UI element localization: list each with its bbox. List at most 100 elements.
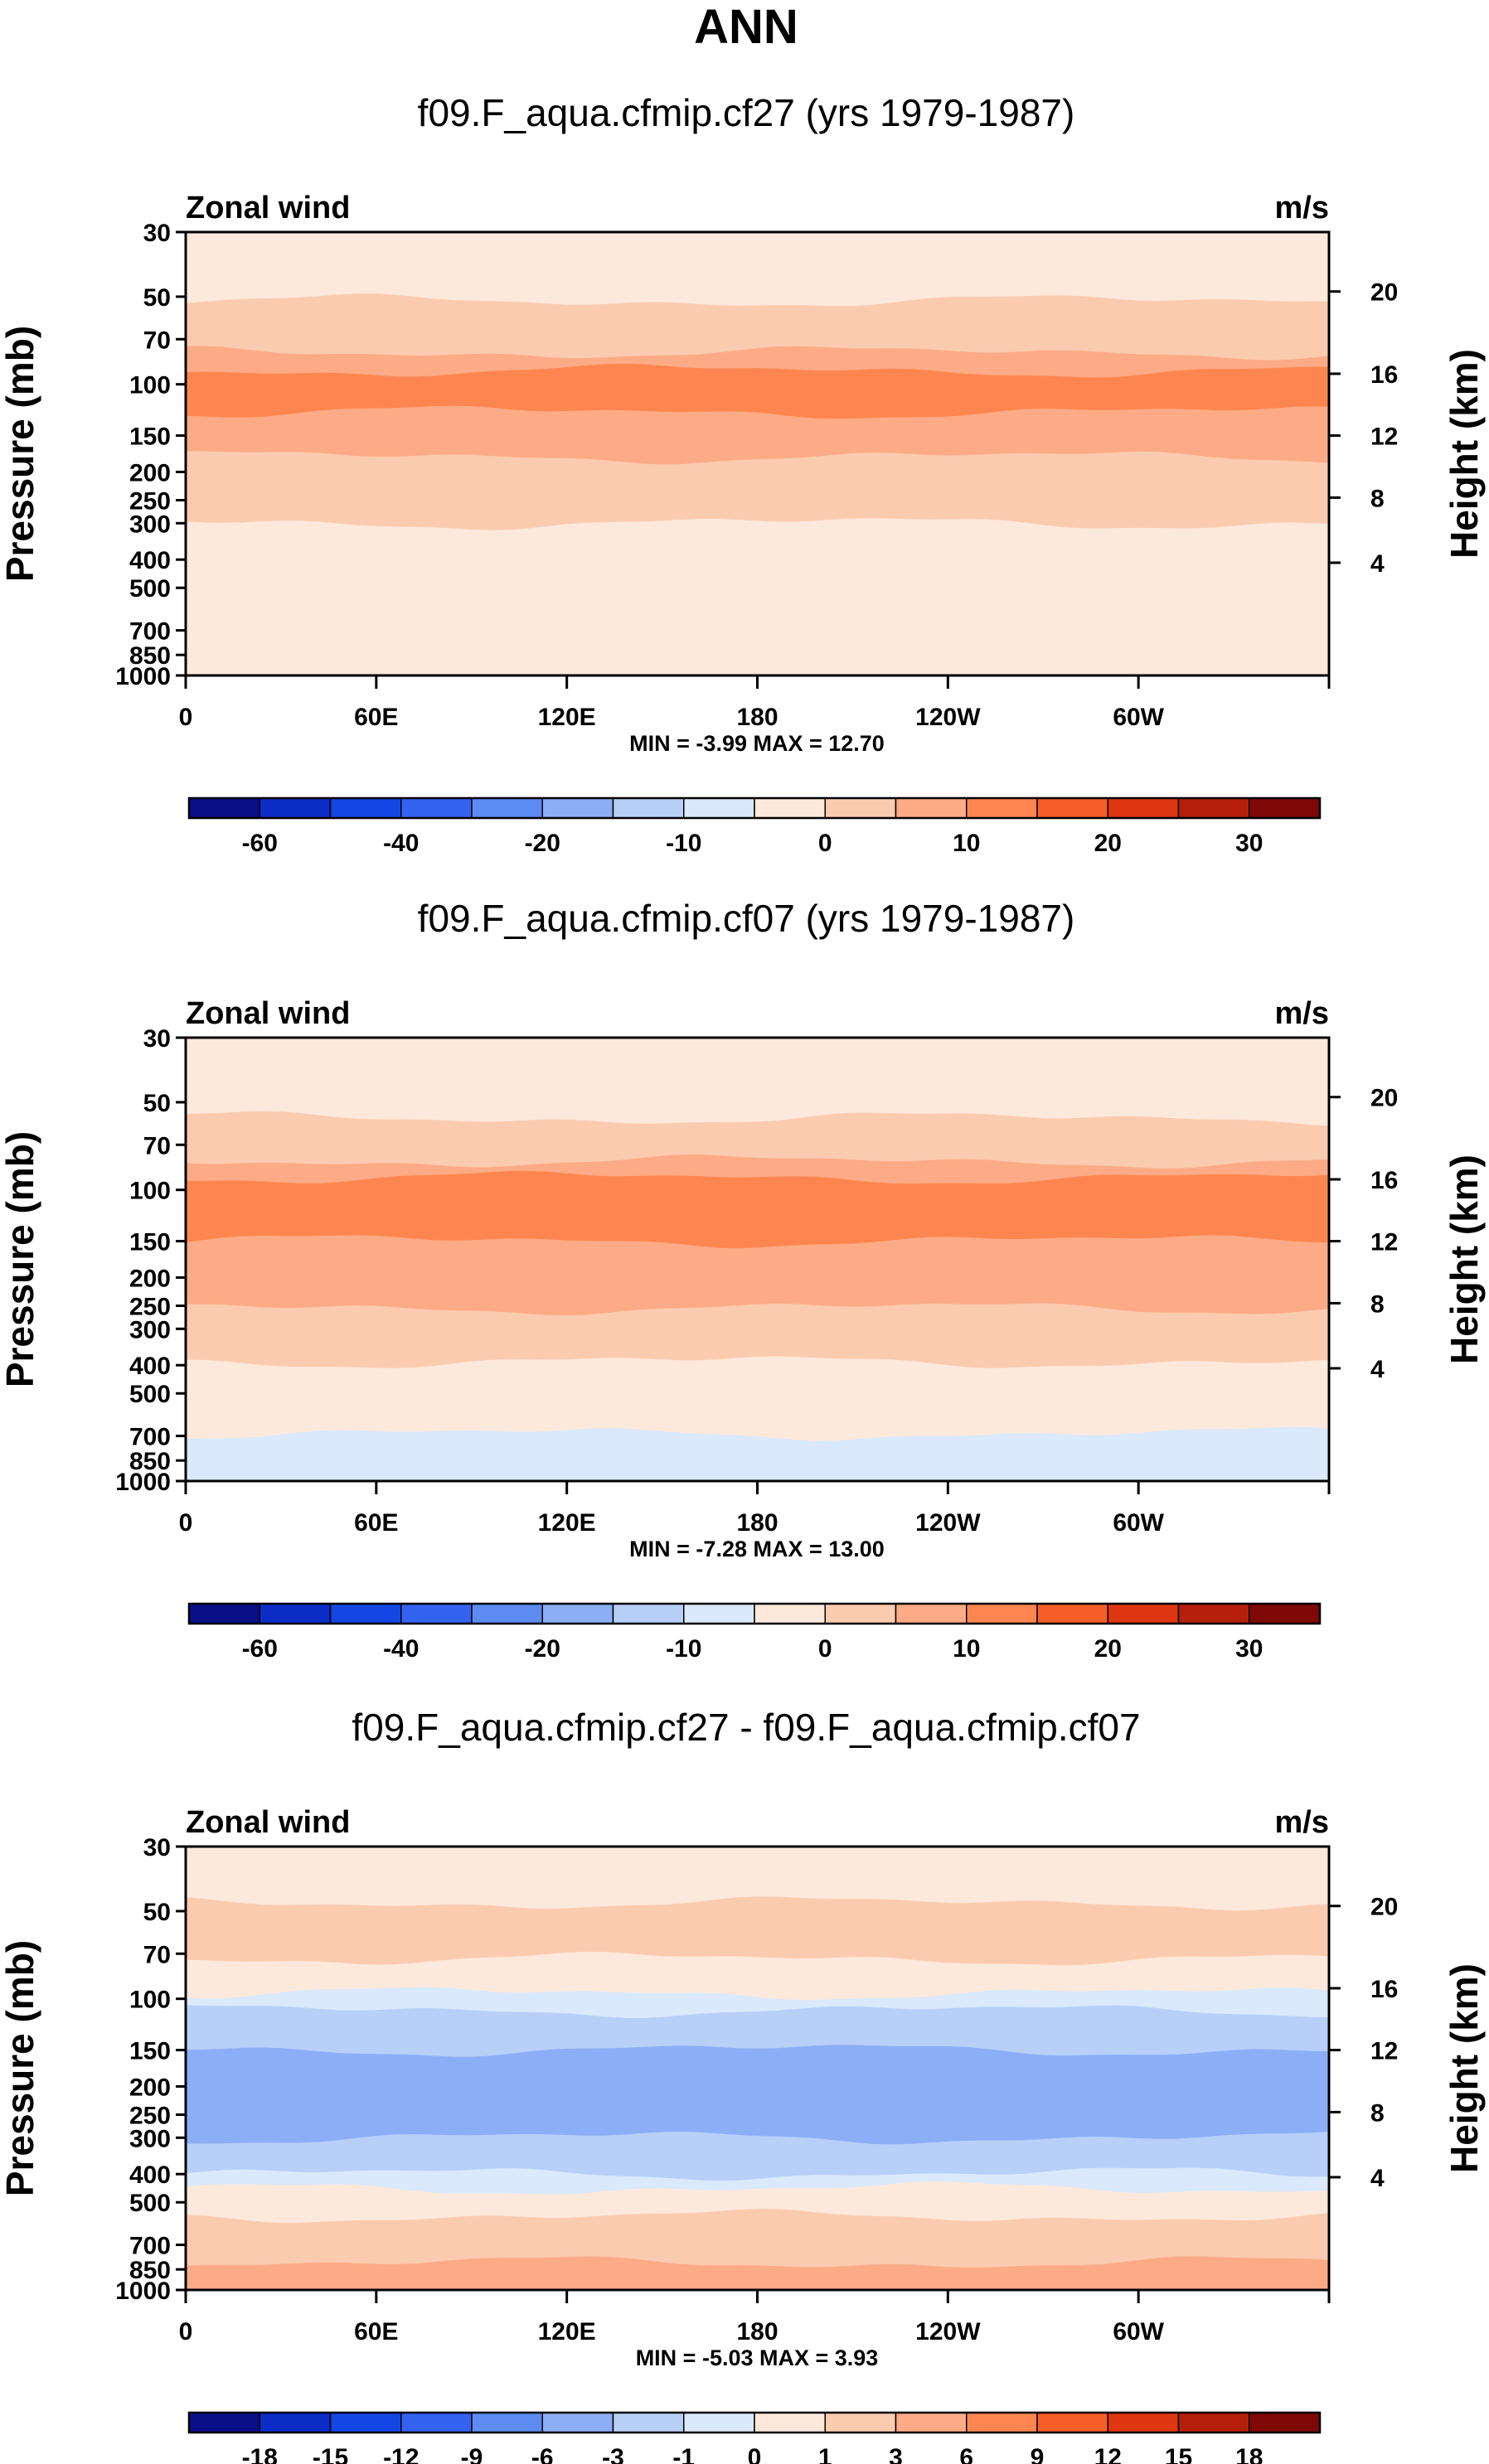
colorbar-swatch — [895, 1603, 968, 1624]
y-tick-label: 850 — [129, 2257, 171, 2284]
y-tick-label: 850 — [129, 642, 171, 670]
colorbar-swatch — [683, 2412, 755, 2433]
chart-title: f09.F_aqua.cfmip.cf07 (yrs 1979-1987) — [418, 897, 1075, 940]
y-tick-label: 1000 — [115, 2278, 171, 2305]
colorbar-frame — [187, 796, 1322, 820]
colorbar-label: -10 — [666, 1635, 701, 1663]
colorbar-swatch — [1177, 2412, 1250, 2433]
x-tick-label: 60E — [354, 704, 398, 731]
y-tick-label: 700 — [129, 1424, 171, 1451]
y-tick-label: 500 — [129, 1381, 171, 1408]
y-tick-label: 50 — [143, 284, 171, 312]
colorbar-swatch — [966, 1603, 1038, 1624]
colorbar-label: -60 — [242, 1635, 278, 1663]
y-tick-label: 70 — [143, 1132, 171, 1159]
y-tick-label: 250 — [129, 1293, 171, 1320]
y2-tick-label: 16 — [1370, 1976, 1398, 2003]
chart-panel-1: f09.F_aqua.cfmip.cf27 (yrs 1979-1987) Zon… — [0, 91, 1486, 857]
colorbar-label: -1 — [672, 2444, 695, 2464]
colorbar-swatch — [824, 1603, 897, 1624]
colorbar-label: -10 — [666, 830, 701, 857]
colorbar-label: 6 — [959, 2444, 973, 2464]
y-tick-label: 700 — [129, 2233, 171, 2260]
colorbar-swatch — [1249, 797, 1321, 819]
chart-title: f09.F_aqua.cfmip.cf27 (yrs 1979-1987) — [418, 91, 1075, 134]
units-label: m/s — [1275, 1805, 1329, 1840]
colorbar-swatch — [1249, 1603, 1321, 1624]
y-axis-title: Pressure (mb) — [0, 326, 41, 582]
x-tick-label: 180 — [736, 704, 778, 731]
page-title: ANN — [694, 0, 798, 54]
colorbar-swatch — [471, 2412, 543, 2433]
y-tick-label: 1000 — [115, 663, 171, 690]
colorbar-swatch — [400, 797, 473, 819]
colorbar-swatch — [754, 2412, 826, 2433]
colorbar-swatch — [966, 2412, 1038, 2433]
colorbar-swatch — [683, 797, 755, 819]
y-tick-label: 50 — [143, 1090, 171, 1117]
colorbar-swatch — [541, 1603, 614, 1624]
colorbar-label: 15 — [1165, 2444, 1192, 2464]
y2-tick-label: 20 — [1370, 1085, 1398, 1112]
colorbar-swatch — [895, 2412, 968, 2433]
y-axis-title: Pressure (mb) — [0, 1940, 41, 2196]
min-max-stats: MIN = -5.03 MAX = 3.93 — [636, 2345, 879, 2370]
x-tick-label: 60E — [354, 1509, 398, 1537]
colorbar-swatch — [400, 1603, 473, 1624]
y-tick-label: 300 — [129, 2125, 171, 2152]
y-tick-label: 250 — [129, 487, 171, 515]
colorbar: -60 -40 -20 -10 0 10 20 30 — [187, 796, 1322, 857]
chart-panel-2: f09.F_aqua.cfmip.cf07 (yrs 1979-1987) Zon… — [0, 897, 1486, 1663]
contour-fill — [185, 231, 1330, 676]
colorbar-swatch — [966, 797, 1038, 819]
contour-band-0to5 — [185, 1356, 1330, 1442]
y-tick-label: 100 — [129, 1987, 171, 2014]
min-max-stats: MIN = -7.28 MAX = 13.00 — [629, 1537, 885, 1561]
y2-tick-label: 12 — [1370, 1229, 1398, 1256]
y2-tick-label: 16 — [1370, 1167, 1398, 1194]
x-tick-label: 60E — [354, 2318, 398, 2345]
colorbar-swatch — [754, 797, 826, 819]
x-tick-label: 120W — [915, 1509, 981, 1537]
colorbar-swatch — [541, 2412, 614, 2433]
colorbar-swatch — [824, 2412, 897, 2433]
x-tick-label: 120E — [538, 2318, 596, 2345]
y2-tick-label: 20 — [1370, 1894, 1398, 1921]
x-tick-label: 60W — [1113, 2318, 1164, 2345]
y-tick-label: 200 — [129, 459, 171, 487]
colorbar-label: -40 — [383, 1635, 419, 1663]
y-tick-label: 250 — [129, 2102, 171, 2129]
contour-band-0to5 — [185, 1037, 1330, 1127]
y-tick-label: 400 — [129, 1353, 171, 1380]
colorbar-swatch — [1177, 1603, 1250, 1624]
x-tick-label: 60W — [1113, 704, 1164, 731]
colorbar-label: -6 — [531, 2444, 554, 2464]
colorbar-swatch — [188, 2412, 260, 2433]
colorbar-label: -20 — [525, 1635, 560, 1663]
y2-axis-title: Height (km) — [1443, 349, 1486, 559]
colorbar-swatch — [329, 797, 402, 819]
x-tick-label: 120E — [538, 1509, 596, 1537]
y2-tick-label: 12 — [1370, 2038, 1398, 2065]
colorbar-label: 30 — [1235, 830, 1263, 857]
colorbar-label: -18 — [242, 2444, 278, 2464]
contour-band-1to3 — [185, 1896, 1330, 1967]
colorbar-label: 30 — [1235, 1635, 1263, 1663]
x-tick-label: 60W — [1113, 1509, 1164, 1537]
colorbar-label: 0 — [818, 830, 832, 857]
x-tick-label: 0 — [179, 704, 193, 731]
colorbar-swatch — [259, 1603, 332, 1624]
colorbar-swatch — [754, 1603, 826, 1624]
colorbar-swatch — [612, 2412, 685, 2433]
colorbar-frame — [187, 1602, 1322, 1625]
colorbar-label: -12 — [383, 2444, 419, 2464]
y-tick-label: 70 — [143, 1941, 171, 1968]
colorbar-swatch — [1107, 2412, 1180, 2433]
y-tick-label: 400 — [129, 547, 171, 574]
y-tick-label: 100 — [129, 1178, 171, 1205]
contour-fill — [185, 1037, 1330, 1482]
colorbar-swatch — [1107, 797, 1180, 819]
colorbar-label: 0 — [748, 2444, 762, 2464]
colorbar-swatch — [1249, 2412, 1321, 2433]
